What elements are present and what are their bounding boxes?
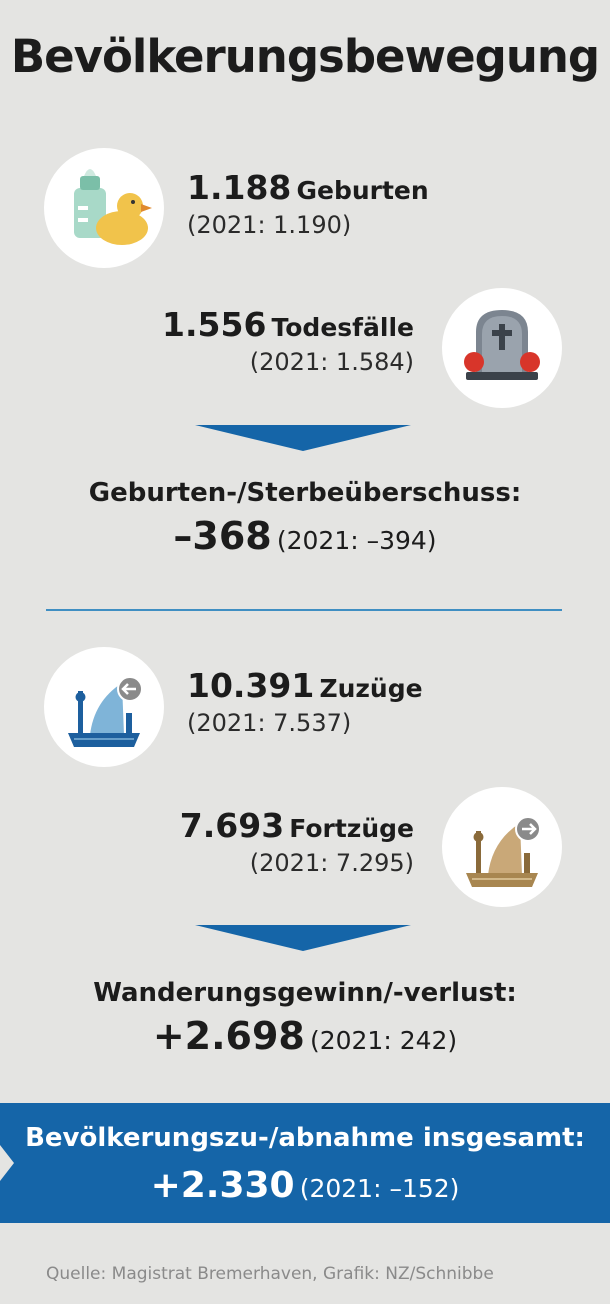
total-previous: (2021: –152) — [299, 1174, 460, 1203]
down-arrow-icon — [195, 925, 411, 951]
deaths-value: 1.556 — [162, 305, 267, 344]
natural-balance: Geburten-/Sterbeüberschuss: –368 (2021: … — [0, 478, 610, 558]
arrivals-stat: 10.391 Zuzüge (2021: 7.537) — [187, 666, 423, 737]
section-divider — [46, 609, 562, 611]
down-arrow-icon — [195, 425, 411, 451]
births-previous: (2021: 1.190) — [187, 211, 352, 239]
deaths-previous: (2021: 1.584) — [249, 348, 414, 376]
page-title: Bevölkerungsbewegung — [10, 30, 600, 83]
births-label: Geburten — [296, 176, 429, 205]
gravestone-icon — [464, 310, 540, 380]
deaths-stat: 1.556 Todesfälle (2021: 1.584) — [162, 305, 414, 376]
births-value: 1.188 — [187, 168, 292, 207]
births-icon-circle — [44, 148, 164, 268]
source-credit: Quelle: Magistrat Bremerhaven, Grafik: N… — [46, 1264, 494, 1284]
arrivals-previous: (2021: 7.537) — [187, 709, 352, 737]
total-label: Bevölkerungszu-/abnahme insgesamt: — [25, 1123, 585, 1153]
total-banner: Bevölkerungszu-/abnahme insgesamt: +2.33… — [0, 1103, 610, 1223]
city-departure-icon — [466, 816, 541, 887]
natural-balance-value: –368 — [173, 514, 272, 558]
deaths-icon-circle — [442, 288, 562, 408]
births-stat: 1.188 Geburten (2021: 1.190) — [187, 168, 429, 239]
departures-stat: 7.693 Fortzüge (2021: 7.295) — [180, 806, 414, 877]
departures-label: Fortzüge — [289, 814, 414, 843]
natural-balance-previous: (2021: –394) — [276, 526, 437, 555]
departures-icon-circle — [442, 787, 562, 907]
total-value: +2.330 — [150, 1165, 295, 1206]
city-arrival-icon — [68, 676, 143, 747]
natural-balance-label: Geburten-/Sterbeüberschuss: — [88, 478, 522, 508]
migration-balance-label: Wanderungsgewinn/-verlust: — [93, 978, 517, 1008]
departures-previous: (2021: 7.295) — [249, 849, 414, 877]
baby-bottle-duck-icon — [74, 169, 152, 245]
departures-value: 7.693 — [179, 806, 285, 845]
migration-balance-value: +2.698 — [152, 1014, 305, 1058]
arrivals-label: Zuzüge — [319, 674, 423, 703]
migration-balance: Wanderungsgewinn/-verlust: +2.698 (2021:… — [0, 978, 610, 1058]
migration-balance-previous: (2021: 242) — [309, 1026, 458, 1055]
deaths-label: Todesfälle — [271, 313, 414, 342]
arrivals-value: 10.391 — [187, 666, 315, 705]
arrivals-icon-circle — [44, 647, 164, 767]
banner-background — [0, 1103, 610, 1223]
